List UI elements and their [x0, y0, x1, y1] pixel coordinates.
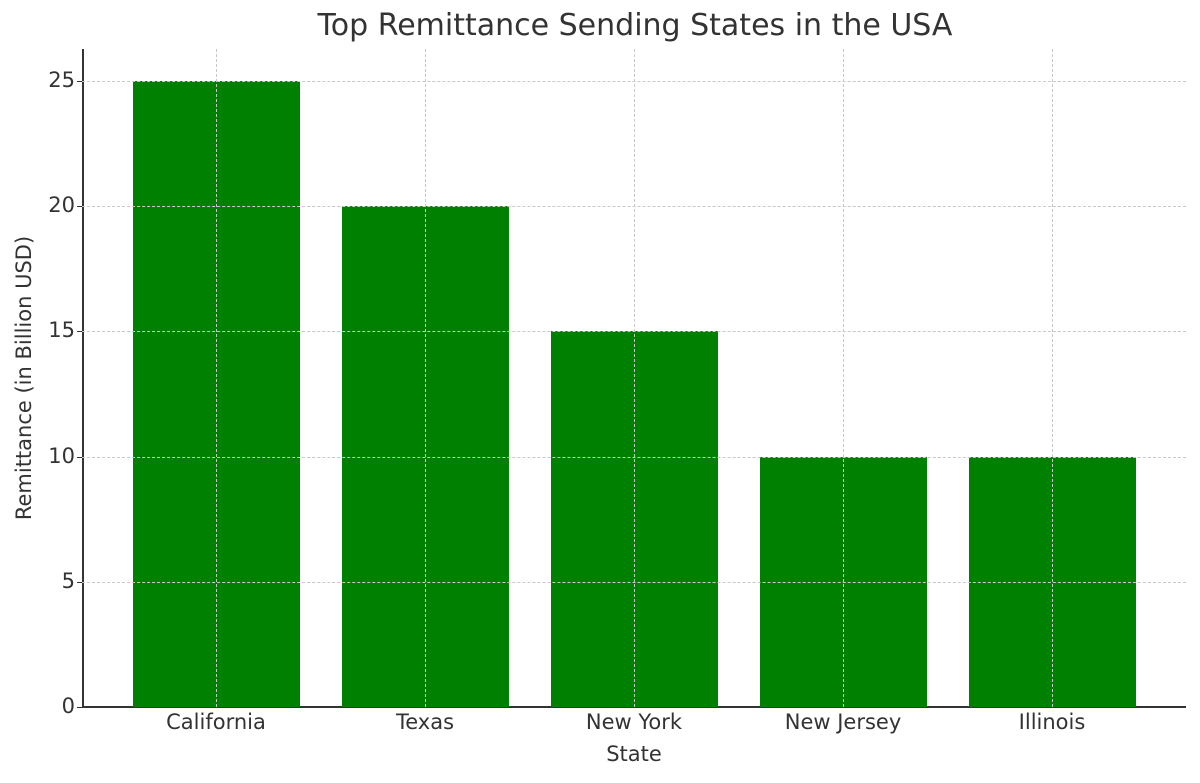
y-tick-mark [77, 206, 82, 208]
y-axis-label: Remittance (in Billion USD) [12, 235, 36, 521]
x-tick-label: Texas [395, 710, 455, 734]
plot-area [82, 49, 1186, 708]
gridline-vertical [425, 49, 426, 707]
y-tick-mark [77, 456, 82, 458]
gridline-vertical [1052, 49, 1053, 707]
x-axis-line [82, 706, 1186, 708]
x-axis-label: State [606, 742, 662, 766]
y-tick-label: 5 [61, 568, 75, 593]
y-tick-label: 20 [48, 193, 75, 218]
y-tick-label: 15 [48, 318, 75, 343]
y-tick-mark [77, 81, 82, 82]
y-tick-mark [77, 331, 82, 333]
y-tick-mark [77, 581, 82, 583]
y-tick-label: 0 [61, 694, 75, 718]
x-tick-label: California [166, 710, 266, 734]
y-axis-line [82, 49, 84, 707]
y-tick-label: 10 [48, 443, 75, 468]
x-tick-label: Illinois [1018, 710, 1086, 734]
y-tick-label: 25 [48, 68, 75, 92]
chart-title: Top Remittance Sending States in the USA [317, 8, 953, 43]
gridline-vertical [634, 49, 635, 707]
x-tick-label: New Jersey [784, 710, 902, 734]
gridline-vertical [843, 49, 844, 707]
y-tick-mark [77, 707, 82, 708]
gridline-vertical [216, 49, 217, 707]
x-tick-label: New York [585, 710, 683, 734]
